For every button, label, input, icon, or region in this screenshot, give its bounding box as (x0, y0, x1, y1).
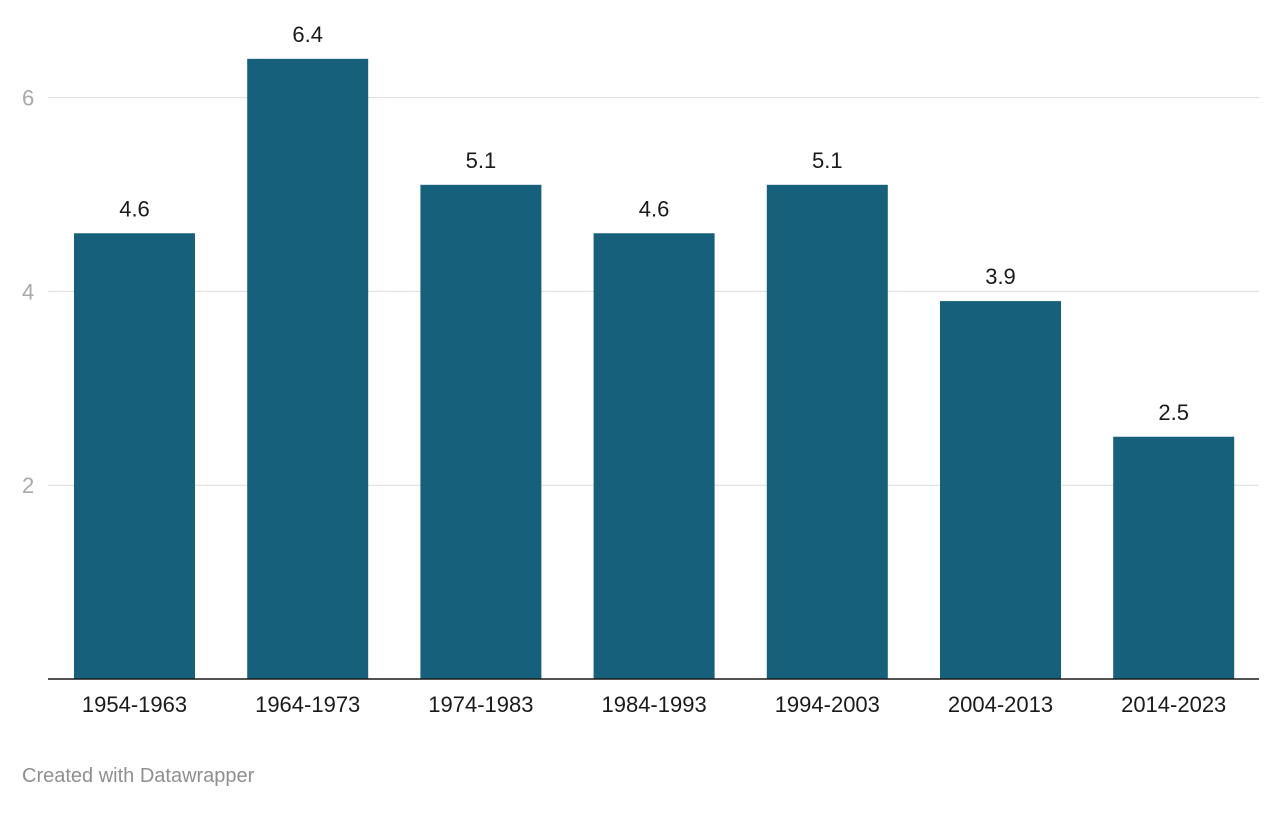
bars (74, 58, 1235, 679)
bar (247, 58, 369, 679)
y-tick-label: 6 (22, 86, 34, 111)
y-axis-tick-labels: 2 4 6 (22, 86, 34, 499)
y-tick-label: 4 (22, 279, 34, 304)
bar (766, 184, 888, 679)
x-tick-label: 1964-1973 (255, 692, 360, 717)
data-label: 5.1 (466, 148, 497, 173)
bar (940, 301, 1061, 679)
credit-text: Created with Datawrapper (22, 765, 255, 787)
data-label: 5.1 (812, 148, 843, 173)
x-tick-label: 1954-1963 (82, 692, 187, 717)
bar (420, 184, 542, 679)
bar (1113, 436, 1235, 679)
bar (74, 233, 195, 679)
x-tick-label: 2004-2013 (948, 692, 1053, 717)
data-labels: 4.6 6.4 5.1 4.6 5.1 3.9 2.5 (119, 22, 1189, 425)
data-label: 6.4 (292, 22, 323, 47)
y-tick-label: 2 (22, 473, 34, 498)
bar (593, 233, 715, 679)
data-label: 4.6 (639, 196, 670, 221)
data-label: 2.5 (1158, 400, 1189, 425)
x-tick-label: 1974-1983 (428, 692, 533, 717)
x-axis-tick-labels: 1954-1963 1964-1973 1974-1983 1984-1993 1994… (82, 692, 1226, 717)
x-tick-label: 2014-2023 (1121, 692, 1226, 717)
x-tick-label: 1984-1993 (601, 692, 706, 717)
x-tick-label: 1994-2003 (775, 692, 880, 717)
data-label: 4.6 (119, 196, 150, 221)
data-label: 3.9 (985, 264, 1016, 289)
